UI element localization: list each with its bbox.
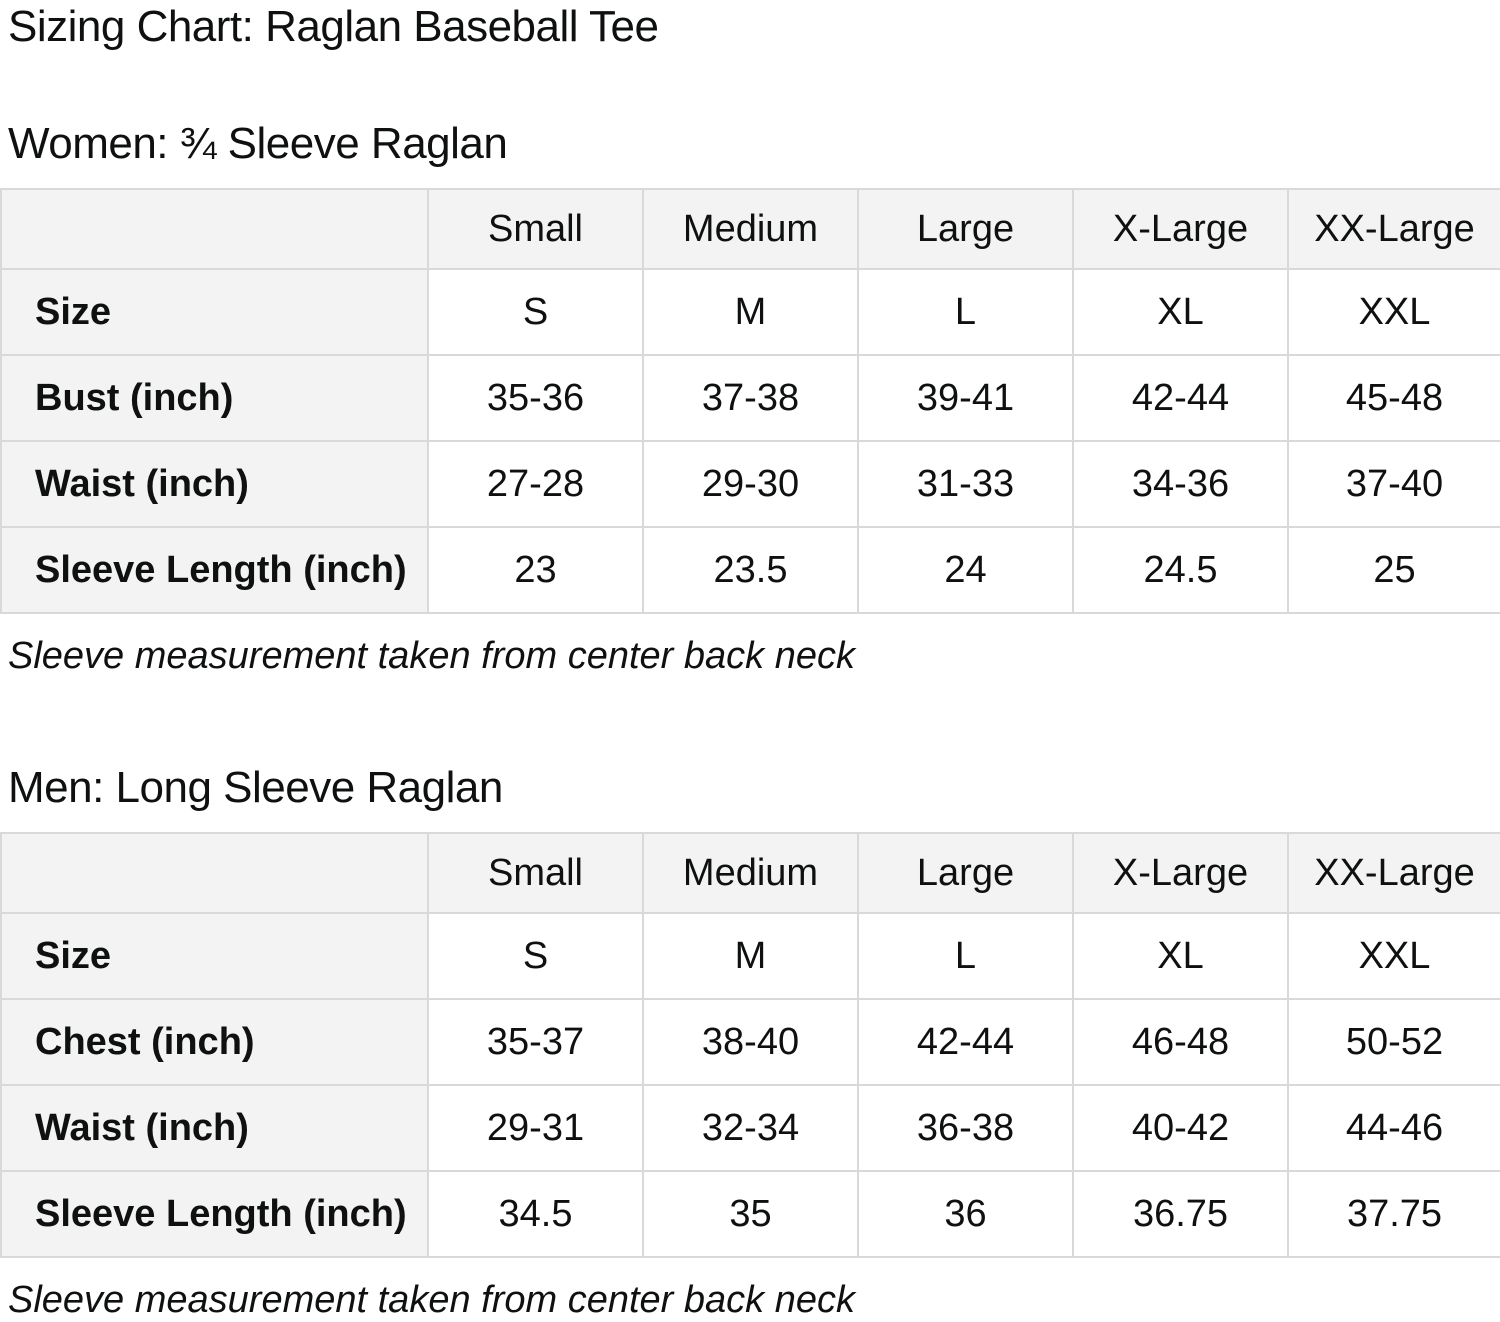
row-label: Size	[0, 268, 429, 356]
column-header-xx-large: XX-Large	[1287, 832, 1500, 914]
column-header-x-large: X-Large	[1072, 832, 1289, 914]
corner-header-cell	[0, 188, 429, 270]
size-value-cell: XXL	[1287, 912, 1500, 1000]
size-value-cell: 45-48	[1287, 354, 1500, 442]
row-label: Sleeve Length (inch)	[0, 1170, 429, 1258]
section-men-sizing: Men: Long Sleeve Raglan Small Medium Lar…	[0, 762, 1500, 1322]
size-value-cell: 38-40	[642, 998, 859, 1086]
size-value-cell: 36	[857, 1170, 1074, 1258]
size-value-cell: 37.75	[1287, 1170, 1500, 1258]
size-value-cell: 50-52	[1287, 998, 1500, 1086]
men-section-heading: Men: Long Sleeve Raglan	[8, 763, 503, 812]
size-value-cell: 46-48	[1072, 998, 1289, 1086]
size-value-cell: 29-31	[427, 1084, 644, 1172]
size-value-cell: S	[427, 912, 644, 1000]
column-header-x-large: X-Large	[1072, 188, 1289, 270]
size-value-cell: 23	[427, 526, 644, 614]
table-row-sleeve-length: Sleeve Length (inch) 23 23.5 24 24.5 25	[0, 526, 1500, 614]
table-header-row: Small Medium Large X-Large XX-Large	[0, 832, 1500, 914]
sleeve-measurement-note: Sleeve measurement taken from center bac…	[8, 1279, 855, 1321]
size-value-cell: 34.5	[427, 1170, 644, 1258]
size-value-cell: 44-46	[1287, 1084, 1500, 1172]
size-value-cell: 31-33	[857, 440, 1074, 528]
table-row-waist: Waist (inch) 29-31 32-34 36-38 40-42 44-…	[0, 1084, 1500, 1172]
women-sizing-table: Small Medium Large X-Large XX-Large Size…	[0, 188, 1500, 614]
row-label: Waist (inch)	[0, 440, 429, 528]
size-value-cell: 40-42	[1072, 1084, 1289, 1172]
size-value-cell: 23.5	[642, 526, 859, 614]
table-row-chest: Chest (inch) 35-37 38-40 42-44 46-48 50-…	[0, 998, 1500, 1086]
row-label: Bust (inch)	[0, 354, 429, 442]
column-header-small: Small	[427, 832, 644, 914]
size-value-cell: 27-28	[427, 440, 644, 528]
size-value-cell: 35-36	[427, 354, 644, 442]
size-value-cell: 37-38	[642, 354, 859, 442]
size-value-cell: M	[642, 912, 859, 1000]
size-value-cell: 37-40	[1287, 440, 1500, 528]
size-value-cell: L	[857, 268, 1074, 356]
size-value-cell: XL	[1072, 268, 1289, 356]
size-value-cell: 36.75	[1072, 1170, 1289, 1258]
size-value-cell: 36-38	[857, 1084, 1074, 1172]
sleeve-measurement-note: Sleeve measurement taken from center bac…	[8, 635, 855, 677]
size-value-cell: M	[642, 268, 859, 356]
column-header-medium: Medium	[642, 832, 859, 914]
size-value-cell: 42-44	[857, 998, 1074, 1086]
row-label: Waist (inch)	[0, 1084, 429, 1172]
size-value-cell: 24.5	[1072, 526, 1289, 614]
row-label: Sleeve Length (inch)	[0, 526, 429, 614]
column-header-xx-large: XX-Large	[1287, 188, 1500, 270]
section-women-sizing: Women: ¾ Sleeve Raglan Small Medium Larg…	[0, 118, 1500, 678]
table-row-size: Size S M L XL XXL	[0, 268, 1500, 356]
women-section-heading: Women: ¾ Sleeve Raglan	[8, 119, 508, 168]
size-value-cell: 25	[1287, 526, 1500, 614]
corner-header-cell	[0, 832, 429, 914]
size-value-cell: XXL	[1287, 268, 1500, 356]
row-label: Size	[0, 912, 429, 1000]
table-row-waist: Waist (inch) 27-28 29-30 31-33 34-36 37-…	[0, 440, 1500, 528]
men-sizing-table: Small Medium Large X-Large XX-Large Size…	[0, 832, 1500, 1258]
size-value-cell: 35	[642, 1170, 859, 1258]
table-header-row: Small Medium Large X-Large XX-Large	[0, 188, 1500, 270]
size-value-cell: 29-30	[642, 440, 859, 528]
size-value-cell: 39-41	[857, 354, 1074, 442]
size-value-cell: L	[857, 912, 1074, 1000]
size-value-cell: 32-34	[642, 1084, 859, 1172]
size-value-cell: 42-44	[1072, 354, 1289, 442]
size-value-cell: XL	[1072, 912, 1289, 1000]
column-header-large: Large	[857, 832, 1074, 914]
size-value-cell: S	[427, 268, 644, 356]
column-header-large: Large	[857, 188, 1074, 270]
size-value-cell: 24	[857, 526, 1074, 614]
page-title: Sizing Chart: Raglan Baseball Tee	[8, 2, 659, 51]
size-value-cell: 34-36	[1072, 440, 1289, 528]
column-header-medium: Medium	[642, 188, 859, 270]
table-row-bust: Bust (inch) 35-36 37-38 39-41 42-44 45-4…	[0, 354, 1500, 442]
table-row-size: Size S M L XL XXL	[0, 912, 1500, 1000]
table-row-sleeve-length: Sleeve Length (inch) 34.5 35 36 36.75 37…	[0, 1170, 1500, 1258]
size-value-cell: 35-37	[427, 998, 644, 1086]
column-header-small: Small	[427, 188, 644, 270]
row-label: Chest (inch)	[0, 998, 429, 1086]
